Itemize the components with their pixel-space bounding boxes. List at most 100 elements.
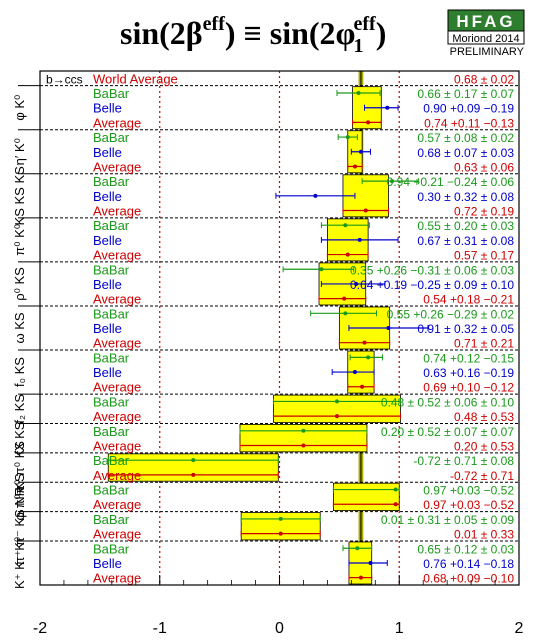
data-point xyxy=(354,281,359,286)
measurement-value: 0.64 +0.19 −0.25 ± 0.09 ± 0.10 xyxy=(350,278,514,292)
process-label: b→ccs xyxy=(46,72,83,86)
group-label: φ π⁰ KS xyxy=(12,473,27,521)
experiment-label: Belle xyxy=(93,321,122,336)
data-point xyxy=(390,179,395,184)
group-label: fX KS xyxy=(12,421,27,455)
group-label: π⁺ π⁻ KS NR xyxy=(12,487,27,566)
measurement-value: 0.55 +0.26 −0.29 ± 0.02 xyxy=(387,307,515,321)
data-point xyxy=(368,560,373,565)
measurement-value: 0.57 ± 0.08 ± 0.02 xyxy=(417,131,514,145)
group-label: KS KS KS xyxy=(12,166,27,226)
average-band xyxy=(239,424,368,453)
measurement-value: 0.55 ± 0.20 ± 0.03 xyxy=(417,219,514,233)
experiment-label: Belle xyxy=(93,365,122,380)
preliminary-label: PRELIMINARY xyxy=(450,46,525,58)
measurement-value: 0.91 ± 0.32 ± 0.05 xyxy=(417,322,514,336)
group-label: f₀ KS xyxy=(12,357,27,387)
data-point xyxy=(386,326,391,330)
logo-text: HFAG xyxy=(456,12,515,31)
experiment-label: BaBar xyxy=(93,483,130,498)
experiment-label: Average xyxy=(93,380,141,395)
world-average-label: World Average xyxy=(93,71,178,86)
experiment-label: BaBar xyxy=(93,130,130,145)
measurement-value: 0.66 ± 0.17 ± 0.07 xyxy=(417,87,514,101)
data-point xyxy=(366,355,371,360)
group-label: f₂ KS xyxy=(12,394,27,424)
data-point xyxy=(278,531,283,536)
data-point xyxy=(191,458,196,463)
measurement-value: 0.54 +0.18 −0.21 xyxy=(423,293,514,307)
average-band xyxy=(332,482,400,511)
data-point xyxy=(355,546,360,551)
data-point xyxy=(385,105,390,110)
experiment-label: Average xyxy=(93,115,141,130)
data-point xyxy=(191,472,196,477)
measurement-value: 0.71 ± 0.21 xyxy=(454,337,514,351)
group-label: η′ K⁰ xyxy=(12,138,27,165)
data-point xyxy=(334,414,339,419)
measurement-value: 0.63 +0.16 −0.19 xyxy=(423,366,514,380)
measurement-value: 0.48 ± 0.52 ± 0.06 ± 0.10 xyxy=(381,395,515,409)
world-average-value: 0.68 ± 0.02 xyxy=(454,72,514,86)
hfag-logo: HFAG Moriond 2014 PRELIMINARY xyxy=(447,9,525,58)
measurement-value: 0.68 +0.09 −0.10 xyxy=(423,572,514,586)
experiment-label: Belle xyxy=(93,556,122,571)
data-point xyxy=(278,516,283,521)
experiment-label: BaBar xyxy=(93,453,130,468)
measurement-value: 0.97 +0.03 −0.52 xyxy=(423,498,514,512)
data-point xyxy=(358,149,363,154)
data-point xyxy=(358,575,363,580)
experiment-label: BaBar xyxy=(93,86,130,101)
measurement-value: 0.57 ± 0.17 xyxy=(454,249,514,263)
experiment-label: Average xyxy=(93,409,141,424)
data-point xyxy=(301,428,306,433)
data-point xyxy=(319,267,324,272)
data-point xyxy=(334,399,339,404)
experiment-label: Average xyxy=(93,571,141,586)
experiment-label: BaBar xyxy=(93,262,130,277)
measurement-value: 0.74 +0.11 −0.13 xyxy=(424,116,514,130)
measurement-value: -0.72 ± 0.71 ± 0.08 xyxy=(413,454,514,468)
data-point xyxy=(313,193,318,198)
measurement-value: 0.97 +0.03 −0.52 xyxy=(423,484,514,498)
experiment-label: Average xyxy=(93,438,141,453)
chart-title: sin(2βeff) ≡ sin(2φ1eff) xyxy=(120,13,386,57)
data-point xyxy=(352,370,357,375)
experiment-label: BaBar xyxy=(93,350,130,365)
x-tick-label: 0 xyxy=(275,620,284,637)
x-tick-label: -2 xyxy=(33,620,47,637)
data-point xyxy=(345,252,350,257)
measurement-value: 0.69 +0.10 −0.12 xyxy=(423,381,514,395)
measurement-value: 0.94 +0.21 −0.24 ± 0.06 xyxy=(387,175,515,189)
x-tick-label: 1 xyxy=(395,620,404,637)
group-label: φ K⁰ xyxy=(12,95,27,121)
measurement-value: 0.63 ± 0.06 xyxy=(454,160,514,174)
experiment-label: BaBar xyxy=(93,541,130,556)
data-point xyxy=(301,443,306,448)
data-point xyxy=(352,164,357,169)
measurement-value: 0.01 ± 0.33 xyxy=(454,528,514,542)
measurement-value: 0.20 ± 0.53 xyxy=(454,439,514,453)
logo-sub: Moriond 2014 xyxy=(452,33,519,45)
data-point xyxy=(345,135,350,140)
data-point xyxy=(393,487,398,492)
measurement-value: 0.68 ± 0.07 ± 0.03 xyxy=(417,146,514,160)
experiment-label: Average xyxy=(93,204,141,219)
experiment-label: Belle xyxy=(93,189,122,204)
data-point xyxy=(356,91,361,96)
data-point xyxy=(360,384,365,389)
experiment-label: Average xyxy=(93,292,141,307)
measurement-value: 0.72 ± 0.19 xyxy=(454,205,514,219)
experiment-label: BaBar xyxy=(93,424,130,439)
experiment-label: Average xyxy=(93,159,141,174)
group-label: π⁰ K⁰ xyxy=(12,224,27,256)
measurement-value: 0.20 ± 0.52 ± 0.07 ± 0.07 xyxy=(381,425,515,439)
group-label: ρ⁰ KS xyxy=(12,267,27,301)
experiment-label: Average xyxy=(93,248,141,263)
experiment-label: Belle xyxy=(93,101,122,116)
experiment-label: BaBar xyxy=(93,512,130,527)
measurement-value: -0.72 ± 0.71 xyxy=(450,469,514,483)
